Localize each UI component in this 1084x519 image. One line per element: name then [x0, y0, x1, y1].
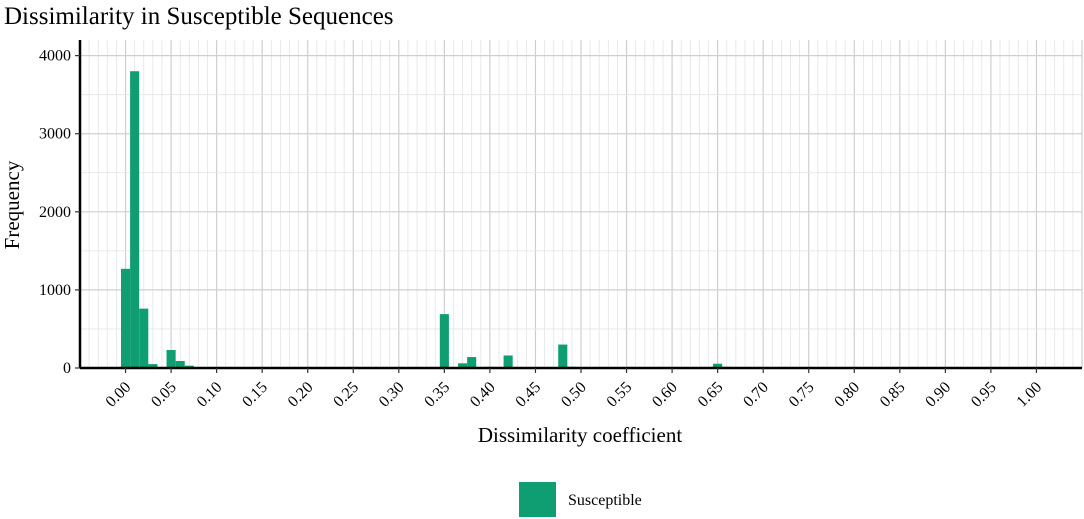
x-tick-label: 0.80	[831, 379, 863, 411]
histogram-bar	[166, 350, 176, 368]
legend-swatch	[519, 482, 556, 517]
x-tick-label: 0.05	[148, 379, 180, 411]
histogram-bar	[439, 314, 449, 368]
legend-label: Susceptible	[568, 492, 642, 509]
y-tick-label: 3000	[39, 126, 71, 143]
histogram-bar	[139, 308, 149, 368]
x-tick-label: 0.20	[285, 379, 317, 411]
x-tick-label: 0.50	[558, 379, 590, 411]
x-tick-label: 0.30	[376, 379, 408, 411]
y-tick-label: 2000	[39, 204, 71, 221]
histogram-bar	[503, 355, 513, 368]
x-tick-label: 0.55	[604, 379, 636, 411]
legend: Susceptible	[519, 482, 642, 517]
grid-lines	[79, 40, 1083, 369]
y-tick-label: 0	[63, 360, 71, 377]
histogram-bar	[148, 364, 158, 368]
x-tick-label: 0.00	[103, 379, 135, 411]
x-axis-label: Dissimilarity coefficient	[478, 423, 682, 447]
x-tick-label: 0.45	[512, 379, 544, 411]
y-tick-label: 4000	[39, 48, 71, 65]
x-tick-labels: 0.00 0.05 0.10 0.15 0.20 0.25 0.30 0.35 0.40 0.45…	[103, 368, 1045, 411]
x-tick-label: 0.70	[740, 379, 772, 411]
histogram-bar	[130, 71, 140, 368]
x-tick-label: 0.25	[330, 379, 362, 411]
histogram-bar	[558, 344, 568, 368]
histogram-bar	[467, 357, 477, 368]
y-tick-label: 1000	[39, 282, 71, 299]
chart-title: Dissimilarity in Susceptible Sequences	[4, 3, 394, 30]
bars	[120, 71, 732, 369]
x-tick-label: 0.10	[194, 379, 226, 411]
x-tick-label: 0.85	[877, 379, 909, 411]
histogram-bar	[120, 268, 131, 368]
x-tick-label: 0.40	[467, 379, 499, 411]
x-tick-label: 0.65	[695, 379, 727, 411]
y-tick-labels: 0 1000 2000 3000 4000	[39, 48, 80, 377]
x-tick-label: 0.35	[421, 379, 453, 411]
x-tick-label: 0.95	[968, 379, 1000, 411]
x-tick-label: 0.15	[239, 379, 271, 411]
x-tick-label: 0.60	[649, 379, 681, 411]
x-tick-label: 0.90	[922, 379, 954, 411]
x-tick-label: 1.00	[1013, 379, 1045, 411]
histogram-bar	[713, 363, 723, 368]
histogram-bar	[175, 360, 185, 368]
x-tick-label: 0.75	[786, 379, 818, 411]
histogram-bar	[458, 363, 468, 368]
y-axis-label: Frequency	[0, 160, 24, 249]
